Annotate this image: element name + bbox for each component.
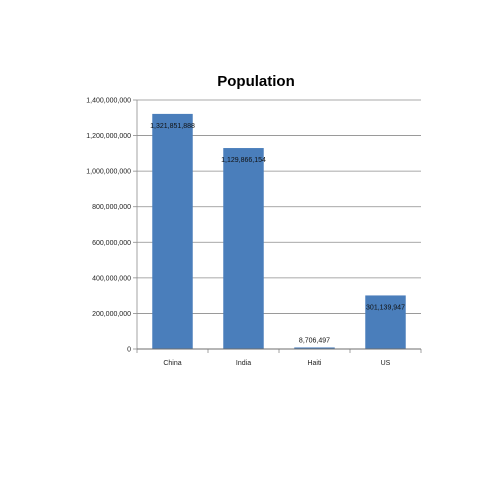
y-axis: 0 200,000,000 400,000,000 600,000,000 800,00… (86, 98, 137, 354)
x-axis: China India Haiti US (137, 349, 421, 367)
y-tick-label: 1,000,000,000 (86, 169, 131, 176)
data-label: 301,139,947 (366, 304, 405, 311)
y-tick-label: 600,000,000 (92, 240, 131, 247)
chart-title: Population (217, 73, 295, 90)
x-tick-label: US (381, 360, 391, 367)
x-tick-label: Haiti (307, 360, 321, 367)
data-label: 1,129,866,154 (221, 157, 266, 164)
y-tick-label: 1,200,000,000 (86, 133, 131, 140)
bar-india (223, 148, 263, 349)
y-tick-label: 1,400,000,000 (86, 98, 131, 105)
x-tick-label: India (236, 360, 251, 367)
x-tick-label: China (163, 360, 181, 367)
y-tick-label: 200,000,000 (92, 311, 131, 318)
y-tick-label: 400,000,000 (92, 275, 131, 282)
y-tick-label: 800,000,000 (92, 204, 131, 211)
bar-china (152, 114, 192, 349)
y-tick-label: 0 (127, 347, 131, 354)
data-label: 8,706,497 (299, 337, 330, 344)
data-label: 1,321,851,888 (150, 123, 195, 130)
